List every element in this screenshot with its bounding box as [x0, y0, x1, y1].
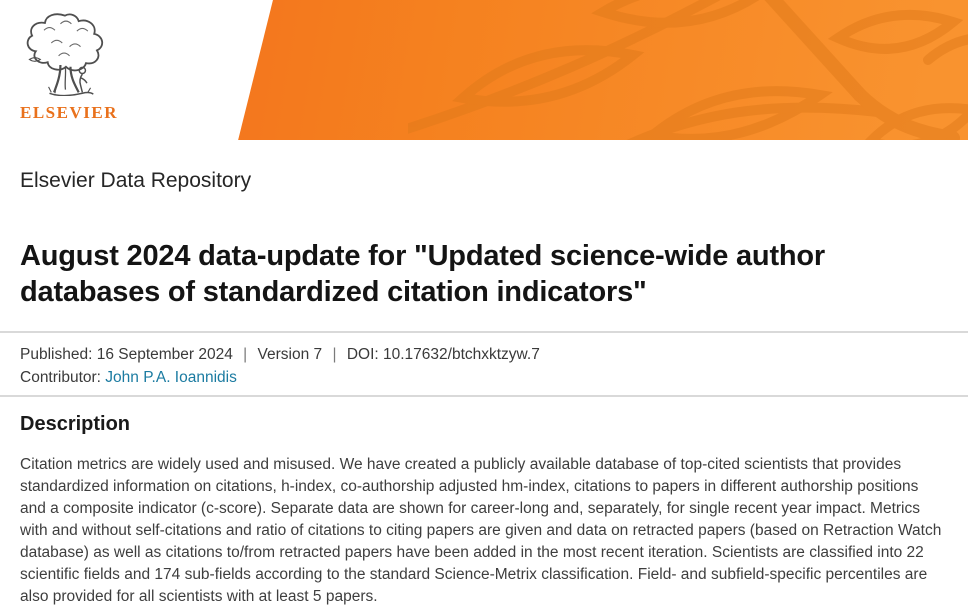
- doi-value: 10.17632/btchxktzyw.7: [383, 346, 540, 363]
- version-badge: Version 7: [257, 346, 323, 363]
- dataset-title: August 2024 data-update for "Updated sci…: [20, 238, 948, 310]
- meta-separator: |: [243, 346, 248, 363]
- divider-bottom: [0, 395, 968, 397]
- dataset-title-line-2: databases of standardized citation indic…: [20, 276, 647, 308]
- dataset-meta: Published: 16 September 2024 | Version 7…: [0, 333, 968, 395]
- site-title: Elsevier Data Repository: [20, 169, 252, 192]
- published-line: Published: 16 September 2024 | Version 7…: [20, 343, 948, 366]
- published-label: Published:: [20, 346, 93, 363]
- elsevier-tree-logo-icon: [26, 13, 104, 97]
- dataset-title-line-1: August 2024 data-update for "Updated sci…: [20, 240, 826, 272]
- orange-banner-shape: [238, 0, 968, 140]
- doi-label: DOI:: [346, 346, 379, 363]
- published-date: 16 September 2024: [96, 346, 233, 363]
- meta-separator: |: [332, 346, 337, 363]
- contributor-label: Contributor:: [20, 369, 101, 386]
- contributor-link[interactable]: John P.A. Ioannidis: [105, 369, 237, 386]
- description-heading: Description: [20, 413, 131, 435]
- page-banner: ELSEVIER: [0, 0, 968, 140]
- leaf-pattern-decoration: [408, 0, 968, 140]
- elsevier-logo[interactable]: ELSEVIER: [20, 12, 116, 123]
- description-text: Citation metrics are widely used and mis…: [20, 456, 942, 605]
- contributor-line: Contributor: John P.A. Ioannidis: [20, 366, 948, 389]
- divider-top: [0, 331, 968, 333]
- elsevier-wordmark: ELSEVIER: [20, 103, 118, 122]
